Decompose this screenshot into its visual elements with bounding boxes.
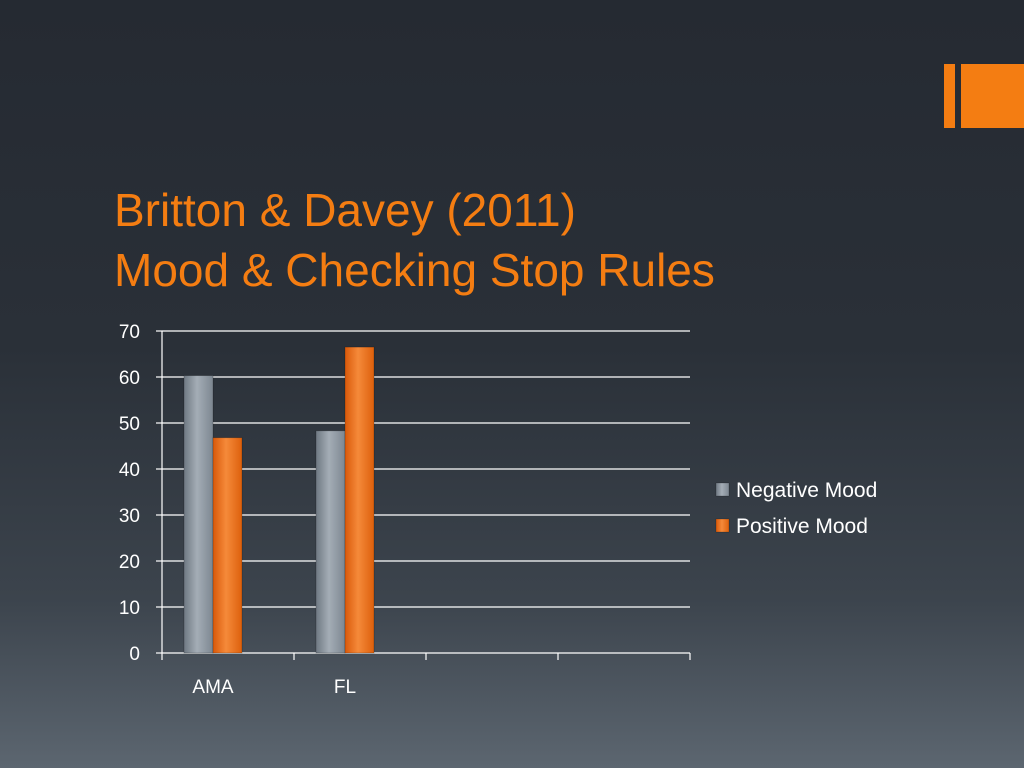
legend-swatch-negative-mood [715,482,730,497]
y-tick-label: 60 [119,368,140,389]
bar-positive-fl [344,346,375,654]
x-category-label: FL [334,677,356,698]
brand-mark [944,64,1024,128]
slide-title: Britton & Davey (2011) Mood & Checking S… [114,180,715,300]
legend-label-negative-mood: Negative Mood [736,479,877,502]
y-tick-label: 10 [119,598,140,619]
y-tick-label: 20 [119,552,140,573]
slide-title-line-2: Mood & Checking Stop Rules [114,244,715,296]
y-tick-label: 70 [119,322,140,343]
bar-negative-fl [315,430,346,654]
y-tick-label: 50 [119,414,140,435]
bar-positive-ama [212,437,243,654]
slide-title-line-1: Britton & Davey (2011) [114,184,576,236]
y-tick-label: 30 [119,506,140,527]
x-category-label: AMA [192,677,234,698]
legend-swatch-positive-mood [715,518,730,533]
y-tick-label: 40 [119,460,140,481]
y-tick-label: 0 [129,644,140,665]
legend-label-positive-mood: Positive Mood [736,515,868,538]
bar-negative-ama [183,375,214,654]
brand-bar-thin [944,64,955,128]
brand-bar-thick [961,64,1024,128]
